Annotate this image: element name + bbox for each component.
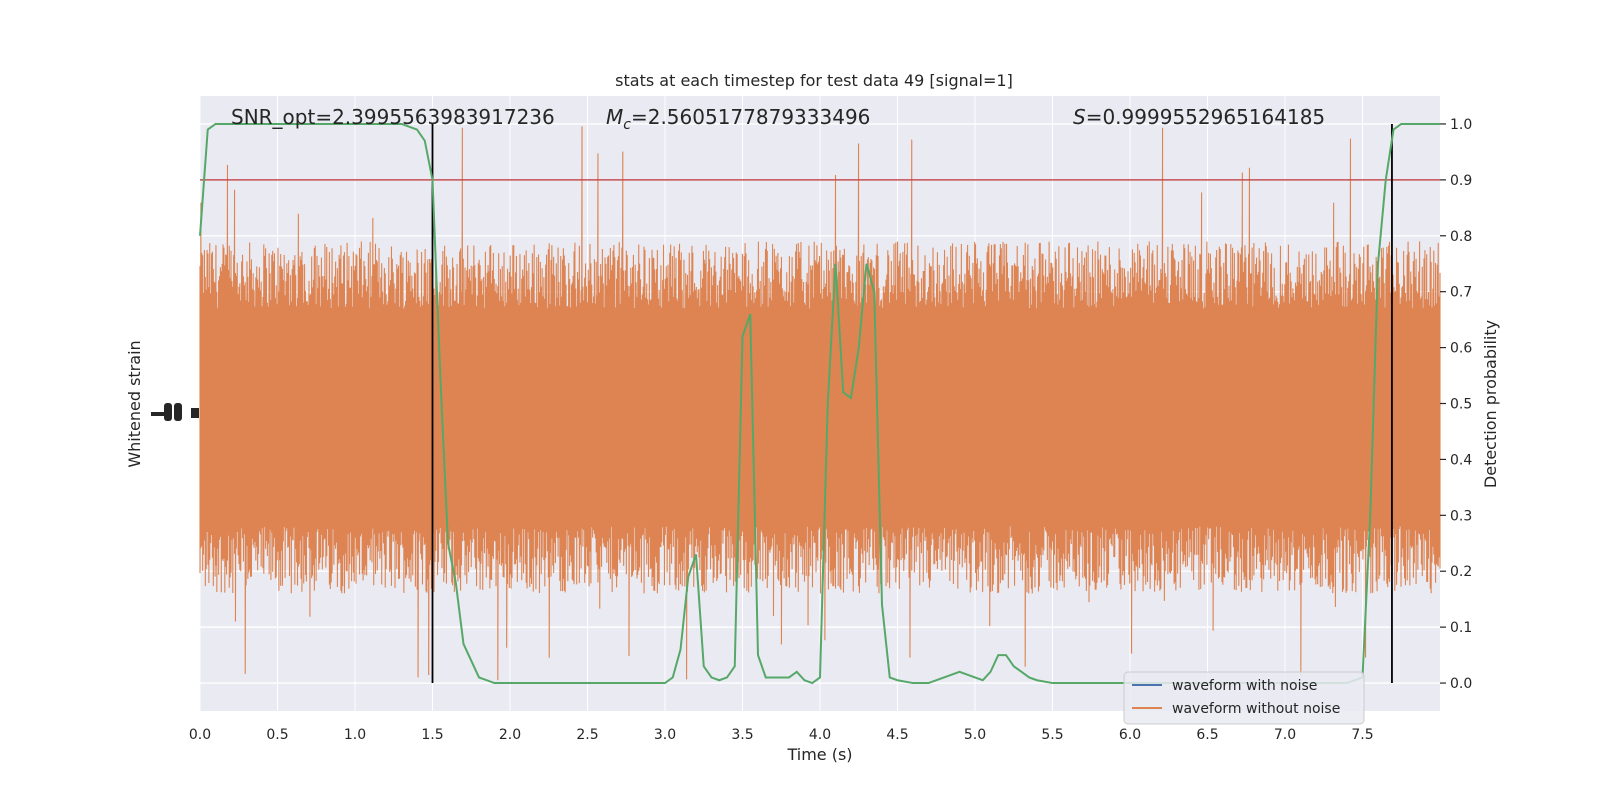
y-right-tick-label-3: 0.3 [1450,508,1472,524]
x-tick-label-10: 5.0 [964,727,986,743]
legend-entry-no-noise: waveform without noise [1172,701,1340,717]
x-tick-label-5: 2.5 [576,727,598,743]
y-left-axis-label: Whitened strain [125,340,144,467]
y-right-tick-label-1: 0.1 [1450,620,1472,636]
x-tick-label-7: 3.5 [731,727,753,743]
legend-box [1123,671,1365,725]
legend-entry-noise: waveform with noise [1172,678,1317,694]
legend: waveform with noise waveform without noi… [1123,671,1365,725]
strain-trace [199,126,1441,681]
x-tick-label-9: 4.5 [886,727,908,743]
y-right-axis-ticks: 0.0 0.1 0.2 0.3 0.4 0.5 0.6 0.7 0.8 0.9 1.0 [1440,117,1472,692]
x-axis-label: Time (s) [786,745,852,764]
x-tick-label-4: 2.0 [499,727,521,743]
y-right-tick-label-5: 0.5 [1450,397,1472,413]
x-tick-label-12: 6.0 [1119,727,1141,743]
left-axis-overlapped-ticks [151,403,199,421]
y-right-tick-label-2: 0.2 [1450,564,1472,580]
y-right-tick-label-9: 0.9 [1450,173,1472,189]
y-right-tick-label-7: 0.7 [1450,285,1472,301]
y-right-axis-label: Detection probability [1481,320,1500,488]
detection-vlines [431,123,1393,684]
mc-annotation: Mc=2.5605177879333496 [606,105,870,133]
x-axis-ticks: 0.0 0.5 1.0 1.5 2.0 2.5 3.0 3.5 4.0 4.5 5.0 5.5 6.0 6… [189,727,1374,743]
x-tick-label-14: 7.0 [1274,727,1296,743]
x-tick-label-13: 6.5 [1196,727,1218,743]
chart-title: stats at each timestep for test data 49 … [615,71,1013,90]
x-tick-label-15: 7.5 [1351,727,1373,743]
x-tick-label-1: 0.5 [266,727,288,743]
y-right-tick-label-4: 0.4 [1450,452,1472,468]
y-right-tick-label-8: 0.8 [1450,229,1472,245]
x-tick-label-11: 5.5 [1041,727,1063,743]
strain-series [199,126,1441,681]
y-right-tick-label-6: 0.6 [1450,341,1472,357]
y-right-tick-label-0: 0.0 [1450,676,1472,692]
y-right-tick-label-10: 1.0 [1450,117,1472,133]
x-tick-label-6: 3.0 [654,727,676,743]
snr-annotation: SNR_opt=2.3995563983917236 [231,105,555,129]
x-tick-label-2: 1.0 [344,727,366,743]
x-tick-label-0: 0.0 [189,727,211,743]
x-tick-label-3: 1.5 [421,727,443,743]
s-annotation: S=0.9999552965164185 [1073,105,1325,129]
x-tick-label-8: 4.0 [809,727,831,743]
